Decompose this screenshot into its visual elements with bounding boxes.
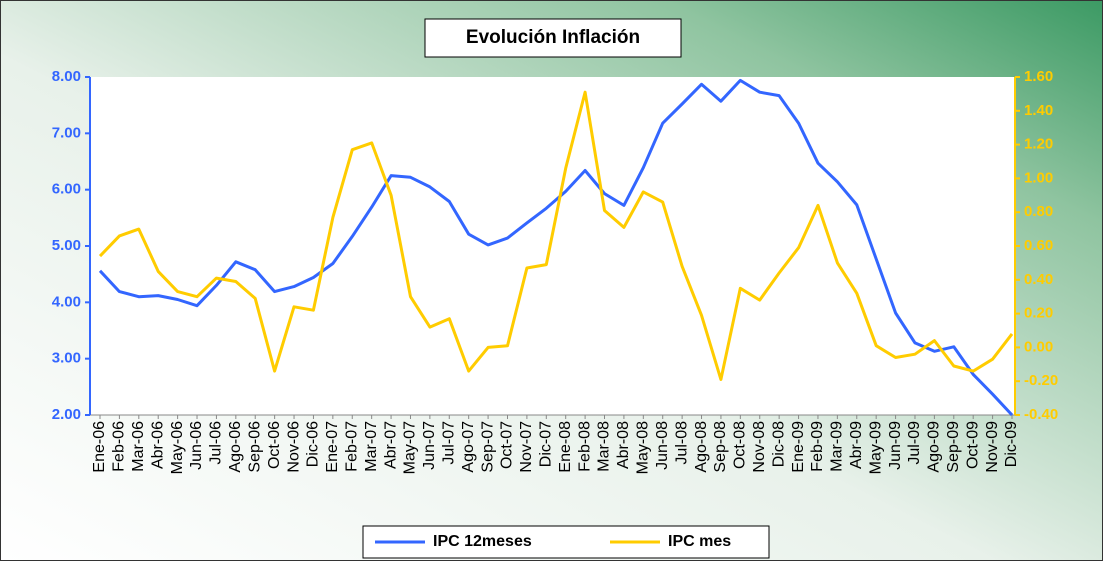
series-line bbox=[98, 78, 1014, 417]
x-tick-label: Abr-07 bbox=[382, 421, 399, 469]
x-tick-label: Feb-08 bbox=[576, 421, 593, 472]
title-box bbox=[424, 18, 682, 58]
chart-title: Evolución Inflación bbox=[466, 27, 640, 48]
x-tick-label: Nov-09 bbox=[984, 421, 1001, 473]
x-tick-label: Oct-09 bbox=[964, 421, 981, 469]
x-tick-label: Dic-07 bbox=[538, 421, 555, 467]
x-tick-label: Ene-06 bbox=[91, 421, 108, 473]
y2-tick-label: 0.20 bbox=[1024, 305, 1053, 322]
y-tick-label: 3.00 bbox=[52, 350, 81, 367]
x-tick-label: Ene-08 bbox=[557, 421, 574, 473]
x-tick-label: Sep-07 bbox=[479, 421, 496, 473]
y2-tick-label: 1.00 bbox=[1024, 169, 1053, 186]
series-line bbox=[98, 90, 1014, 381]
y2-tick-label: 0.80 bbox=[1024, 203, 1053, 220]
x-tick-label: Ene-09 bbox=[790, 421, 807, 473]
x-tick-label: Ago-07 bbox=[460, 421, 477, 473]
x-tick-label: May-07 bbox=[402, 421, 419, 474]
y2-tick-label: -0.40 bbox=[1024, 406, 1058, 423]
x-tick-label: Oct-07 bbox=[499, 421, 516, 469]
y2-tick-label: -0.20 bbox=[1024, 372, 1058, 389]
x-tick-label: Jul-06 bbox=[208, 421, 225, 465]
y-tick-label: 8.00 bbox=[52, 68, 81, 85]
x-tick-label: May-06 bbox=[169, 421, 186, 474]
x-tick-label: Feb-06 bbox=[111, 421, 128, 472]
x-tick-label: Mar-06 bbox=[130, 421, 147, 472]
legend-box bbox=[362, 525, 770, 559]
x-tick-label: Feb-07 bbox=[343, 421, 360, 472]
x-tick-label: Abr-08 bbox=[615, 421, 632, 469]
x-tick-label: Nov-07 bbox=[518, 421, 535, 473]
x-tick-label: Mar-09 bbox=[829, 421, 846, 472]
x-tick-label: Ene-07 bbox=[324, 421, 341, 473]
y-tick-label: 7.00 bbox=[52, 124, 81, 141]
x-tick-label: May-08 bbox=[635, 421, 652, 474]
x-tick-label: Ago-08 bbox=[693, 421, 710, 473]
x-tick-label: Oct-08 bbox=[732, 421, 749, 469]
x-tick-label: Jun-09 bbox=[887, 421, 904, 470]
y2-tick-label: 0.60 bbox=[1024, 237, 1053, 254]
x-tick-label: Nov-06 bbox=[285, 421, 302, 473]
y2-tick-label: 0.00 bbox=[1024, 338, 1053, 355]
x-tick-label: Jun-08 bbox=[654, 421, 671, 470]
x-tick-label: Jun-06 bbox=[188, 421, 205, 470]
x-tick-label: Dic-09 bbox=[1003, 421, 1020, 467]
x-tick-label: Jun-07 bbox=[421, 421, 438, 470]
y-tick-label: 2.00 bbox=[52, 406, 81, 423]
y2-tick-label: 1.40 bbox=[1024, 102, 1053, 119]
x-tick-label: Dic-06 bbox=[305, 421, 322, 467]
legend-label: IPC mes bbox=[668, 533, 731, 550]
y2-tick-label: 0.40 bbox=[1024, 271, 1053, 288]
y2-tick-label: 1.60 bbox=[1024, 68, 1053, 85]
x-tick-label: Sep-06 bbox=[246, 421, 263, 473]
x-tick-label: Dic-08 bbox=[770, 421, 787, 467]
x-tick-label: Sep-08 bbox=[712, 421, 729, 473]
x-tick-label: Jul-07 bbox=[440, 421, 457, 465]
x-tick-label: Nov-08 bbox=[751, 421, 768, 473]
x-tick-label: Ago-06 bbox=[227, 421, 244, 473]
x-tick-label: Mar-08 bbox=[596, 421, 613, 472]
x-tick-label: Abr-09 bbox=[848, 421, 865, 469]
plot-area bbox=[90, 77, 1015, 415]
x-tick-label: May-09 bbox=[867, 421, 884, 474]
y-tick-label: 4.00 bbox=[52, 293, 81, 310]
x-tick-label: Jul-08 bbox=[673, 421, 690, 465]
x-tick-label: Sep-09 bbox=[945, 421, 962, 473]
x-tick-label: Oct-06 bbox=[266, 421, 283, 469]
legend: IPC 12meses IPC mes bbox=[375, 533, 731, 550]
x-tick-label: Feb-09 bbox=[809, 421, 826, 472]
x-tick-label: Abr-06 bbox=[149, 421, 166, 469]
x-tick-label: Ago-09 bbox=[926, 421, 943, 473]
x-tick-label: Mar-07 bbox=[363, 421, 380, 472]
y-tick-label: 5.00 bbox=[52, 237, 81, 254]
y-tick-label: 6.00 bbox=[52, 181, 81, 198]
x-tick-label: Jul-09 bbox=[906, 421, 923, 465]
y2-tick-label: 1.20 bbox=[1024, 136, 1053, 153]
legend-label: IPC 12meses bbox=[433, 533, 532, 550]
